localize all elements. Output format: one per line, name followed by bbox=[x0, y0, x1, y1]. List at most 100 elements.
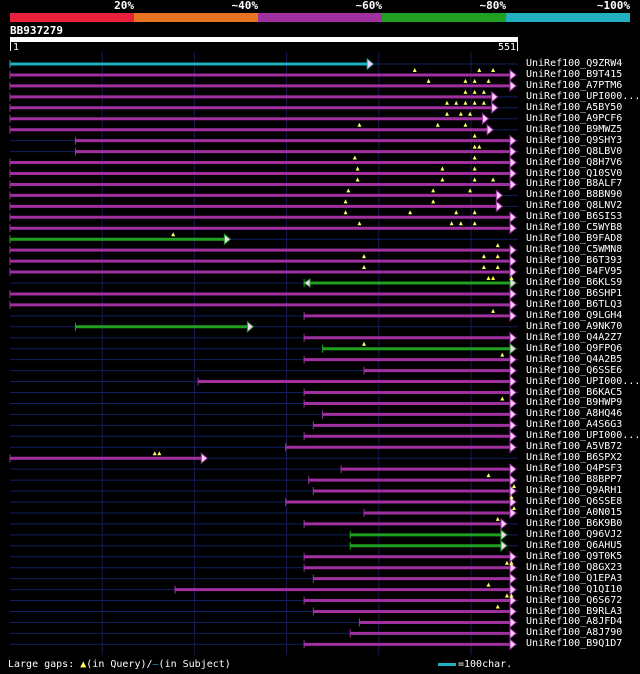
hit-label[interactable]: UniRef100_B6TLQ3 bbox=[526, 298, 623, 310]
hit-end-arrow bbox=[495, 189, 504, 202]
query-gap-marker bbox=[343, 199, 348, 204]
hit-end-arrow bbox=[509, 134, 517, 147]
hit-label[interactable]: UniRef100_B4FV95 bbox=[526, 266, 623, 278]
hit-end-arrow bbox=[509, 255, 517, 268]
hit-label[interactable]: UniRef100_A8J790 bbox=[526, 627, 623, 639]
large-gaps-legend: Large gaps: ▲(in Query)/—(in Subject) bbox=[8, 659, 231, 671]
hit-label[interactable]: UniRef100_Q9FPQ6 bbox=[526, 342, 623, 354]
hit-label[interactable]: UniRef100_B9MWZ5 bbox=[526, 123, 623, 135]
hit-label[interactable]: UniRef100_C5WYB8 bbox=[526, 222, 623, 234]
hit-end-arrow bbox=[509, 506, 517, 520]
hit-label[interactable]: UniRef100_B8ALF7 bbox=[526, 178, 623, 190]
scale-segment-cyan bbox=[506, 13, 630, 22]
query-gap-marker bbox=[355, 177, 360, 182]
hit-end-arrow bbox=[495, 200, 504, 213]
hit-label[interactable]: UniRef100_Q6SSE6 bbox=[526, 364, 623, 376]
hit-label[interactable]: UniRef100_A5VB72 bbox=[526, 441, 623, 453]
hit-label[interactable]: UniRef100_B8BPP7 bbox=[526, 474, 623, 486]
hit-left-arrow bbox=[303, 278, 311, 288]
query-gap-marker bbox=[486, 582, 491, 587]
hit-end-arrow bbox=[223, 233, 232, 246]
query-gap-marker bbox=[504, 560, 509, 565]
hit-label[interactable]: UniRef100_B9T415 bbox=[526, 68, 623, 80]
hit-label[interactable]: UniRef100_A5BY50 bbox=[526, 101, 623, 113]
hit-label[interactable]: UniRef100_C5WMN8 bbox=[526, 244, 623, 256]
hit-end-arrow bbox=[509, 331, 517, 344]
hit-label[interactable]: UniRef100_A0N015 bbox=[526, 506, 623, 518]
hit-end-arrow bbox=[509, 156, 517, 169]
hit-label[interactable]: UniRef100_Q9LGH4 bbox=[526, 309, 623, 321]
hit-end-arrow bbox=[509, 298, 517, 311]
hit-label[interactable]: UniRef100_B6T393 bbox=[526, 255, 623, 267]
hit-label[interactable]: UniRef100_Q6SSE8 bbox=[526, 496, 623, 507]
hit-label[interactable]: UniRef100_Q1QI10 bbox=[526, 583, 623, 595]
hit-label[interactable]: UniRef100_Q10SV0 bbox=[526, 167, 623, 179]
query-gap-marker bbox=[472, 177, 477, 182]
query-gap-marker bbox=[472, 100, 477, 105]
scale-segment-green bbox=[382, 13, 506, 22]
hit-end-arrow bbox=[509, 309, 517, 322]
hit-label[interactable]: UniRef100_UPI000... bbox=[526, 90, 640, 102]
scale-segment-red bbox=[10, 13, 134, 22]
hit-label[interactable]: UniRef100_A9NK70 bbox=[526, 320, 623, 332]
query-gap-marker bbox=[152, 451, 157, 456]
hit-label[interactable]: UniRef100_B9FAD8 bbox=[526, 233, 623, 245]
hit-label[interactable]: UniRef100_A4S6G3 bbox=[526, 419, 623, 431]
hit-end-arrow bbox=[509, 572, 517, 585]
hit-label[interactable]: UniRef100_B6SIS3 bbox=[526, 211, 623, 223]
hit-end-arrow bbox=[509, 211, 517, 224]
query-gap-marker bbox=[491, 276, 496, 280]
hit-end-arrow bbox=[491, 90, 499, 103]
query-gap-marker bbox=[171, 232, 176, 237]
query-gap-marker bbox=[472, 210, 477, 215]
hit-label[interactable]: UniRef100_B6K9B0 bbox=[526, 517, 623, 529]
hit-label[interactable]: UniRef100_UPI000... bbox=[526, 430, 640, 442]
hit-label[interactable]: UniRef100_B6SHP1 bbox=[526, 287, 623, 299]
hit-label[interactable]: UniRef100_Q96VJ2 bbox=[526, 528, 623, 540]
hit-label[interactable]: UniRef100_UPI000... bbox=[526, 375, 640, 387]
hit-label[interactable]: UniRef100_B9RLA3 bbox=[526, 605, 623, 617]
hit-label[interactable]: UniRef100_Q4A2Z7 bbox=[526, 331, 623, 343]
hit-end-arrow bbox=[509, 441, 517, 454]
hit-label[interactable]: UniRef100_B6KAC5 bbox=[526, 386, 623, 398]
hit-end-arrow bbox=[509, 474, 517, 487]
query-gap-marker bbox=[472, 155, 477, 160]
hit-label[interactable]: UniRef100_Q9ARH1 bbox=[526, 485, 623, 497]
hit-end-arrow bbox=[509, 265, 517, 279]
query-gap-marker bbox=[362, 341, 367, 346]
hit-label[interactable]: UniRef100_Q6AHU5 bbox=[526, 539, 623, 551]
query-gap-marker bbox=[491, 308, 496, 313]
hit-label[interactable]: UniRef100_Q1EPA3 bbox=[526, 572, 623, 584]
hit-label[interactable]: UniRef100_Q9T0K5 bbox=[526, 550, 623, 562]
hit-end-arrow bbox=[509, 287, 517, 301]
hit-label[interactable]: UniRef100_Q9ZRW4 bbox=[526, 58, 623, 69]
hit-label[interactable]: UniRef100_Q4PSF3 bbox=[526, 463, 623, 475]
hit-label[interactable]: UniRef100_A8HQ46 bbox=[526, 408, 623, 420]
hit-label[interactable]: UniRef100_A9PCF6 bbox=[526, 112, 623, 124]
query-gap-marker bbox=[486, 78, 491, 83]
hit-label[interactable]: UniRef100_Q8GX23 bbox=[526, 561, 623, 573]
hit-label[interactable]: UniRef100_Q8H7V6 bbox=[526, 156, 623, 168]
hit-label[interactable]: UniRef100_B6SPX2 bbox=[526, 452, 623, 464]
hit-label[interactable]: UniRef100_A8JFD4 bbox=[526, 616, 623, 628]
hit-end-arrow bbox=[509, 68, 517, 82]
hit-label[interactable]: UniRef100_B9Q1D7 bbox=[526, 638, 623, 650]
query-gap-marker bbox=[472, 133, 477, 138]
hit-end-arrow bbox=[246, 320, 255, 333]
hit-label[interactable]: UniRef100_B6KLS9 bbox=[526, 277, 623, 288]
hit-label[interactable]: UniRef100_Q4A2B5 bbox=[526, 353, 623, 365]
query-gap-icon: ▲ bbox=[80, 659, 87, 670]
hit-end-arrow bbox=[509, 583, 517, 596]
hit-label[interactable]: UniRef100_B9HWP9 bbox=[526, 397, 623, 409]
query-gap-marker bbox=[445, 100, 450, 105]
hit-end-arrow bbox=[509, 495, 517, 509]
hit-label[interactable]: UniRef100_Q6S672 bbox=[526, 594, 623, 606]
query-gap-marker bbox=[362, 254, 367, 259]
hit-label[interactable]: UniRef100_Q8LBV0 bbox=[526, 145, 623, 157]
query-gap-marker bbox=[504, 593, 509, 598]
hit-label[interactable]: UniRef100_Q8LNV2 bbox=[526, 200, 623, 212]
hit-end-arrow bbox=[509, 430, 517, 443]
hit-label[interactable]: UniRef100_Q9SHY3 bbox=[526, 134, 623, 146]
hit-label[interactable]: UniRef100_A7PTM6 bbox=[526, 79, 623, 91]
hit-label[interactable]: UniRef100_B8BN90 bbox=[526, 189, 623, 201]
